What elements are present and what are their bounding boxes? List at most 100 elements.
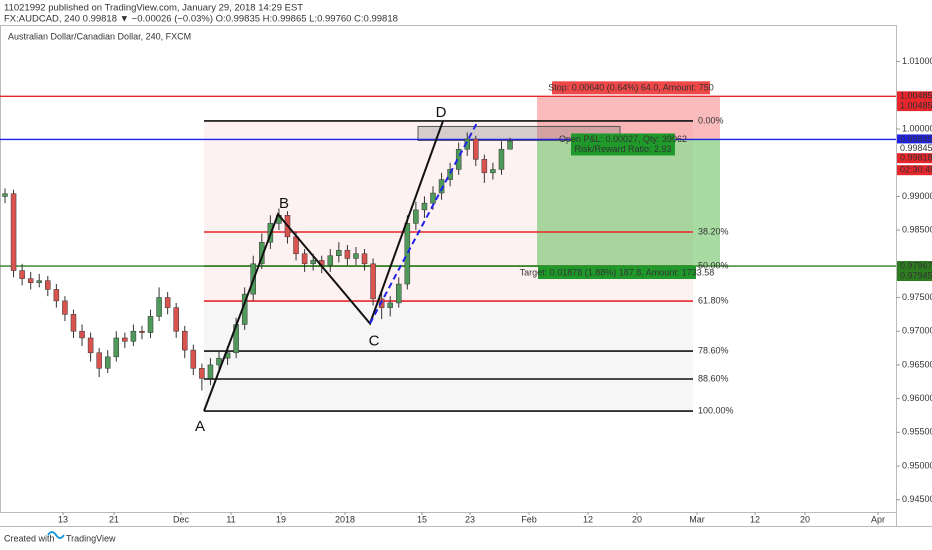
candle-body: [199, 368, 205, 379]
price-label-box: [897, 261, 932, 272]
candle-body: [207, 364, 214, 379]
rr-label: Risk/Reward Ratio: 2.93: [574, 144, 671, 154]
candle-body: [79, 330, 85, 339]
fib-label: 38.20%: [698, 226, 729, 236]
candle-body: [361, 253, 368, 265]
candle-body: [27, 278, 34, 283]
candle-body: [310, 260, 316, 265]
x-tick-label: 15: [417, 514, 427, 524]
target-label-box: [538, 266, 696, 280]
candle-body: [353, 253, 359, 259]
x-tick-label: 21: [109, 514, 119, 524]
x-tick-label: 19: [276, 514, 286, 524]
candle-body: [19, 270, 25, 279]
symbol-line: FX:AUDCAD, 240 0.99818 ▼ −0.00026 (−0.03…: [4, 14, 398, 25]
price-label: 0.99845: [900, 134, 932, 144]
candle-body: [62, 300, 68, 315]
candle-body: [182, 330, 188, 351]
candle-body: [156, 297, 162, 317]
price-label: 0.97967: [900, 260, 932, 270]
y-tick-label: 0.94500: [902, 494, 932, 504]
y-tick-label: 0.95000: [902, 460, 932, 470]
x-tick-label: 20: [800, 514, 810, 524]
pnl-box: [571, 133, 675, 156]
price-label: 1.00485: [900, 100, 932, 110]
logo: [47, 531, 65, 539]
candle-body: [173, 307, 179, 332]
candle-body: [190, 349, 197, 369]
candle-body: [96, 352, 102, 369]
fib-zone: [204, 301, 693, 411]
candle-body: [413, 209, 419, 224]
x-tick-label: 2018: [335, 514, 355, 524]
candle-body: [455, 148, 462, 170]
candle-body: [498, 148, 505, 170]
candle-body: [481, 159, 488, 174]
y-tick-label: 0.99000: [902, 191, 932, 201]
y-tick-label: 1.01000: [902, 56, 932, 66]
candle-body: [2, 193, 8, 197]
candle-body: [344, 250, 351, 259]
x-tick-label: 20: [632, 514, 642, 524]
y-tick-label: 0.98500: [902, 224, 932, 234]
fib-label: 0.00%: [698, 115, 724, 125]
chart-title: Australian Dollar/Canadian Dollar, 240, …: [8, 31, 191, 41]
stop-zone: [537, 96, 720, 140]
x-tick-label: 13: [58, 514, 68, 524]
candle-body: [36, 280, 42, 283]
price-label-box: [897, 91, 932, 102]
pattern-label: D: [436, 104, 447, 121]
fib-label: 61.80%: [698, 295, 729, 305]
candle-body: [216, 357, 222, 366]
x-tick-label: 12: [750, 514, 760, 524]
footer-brand: TradingView: [66, 533, 116, 543]
x-tick-label: Mar: [689, 514, 705, 524]
y-tick-label: 0.95500: [902, 427, 932, 437]
stop-label-box: [552, 81, 710, 95]
price-label: 0.97945: [900, 270, 932, 280]
candle-body: [139, 330, 145, 333]
footer: Created with: [4, 533, 55, 543]
header: 11021992 published on TradingView.com, J…: [4, 3, 303, 14]
candle-body: [404, 223, 411, 285]
projection: [369, 120, 479, 324]
y-tick-label: 0.96500: [902, 359, 932, 369]
price-label: 0.99845: [900, 143, 932, 153]
candle-body: [10, 193, 17, 271]
x-tick-label: 23: [465, 514, 475, 524]
candle-body: [473, 138, 479, 160]
candle-body: [104, 356, 111, 369]
target-zone: [537, 139, 720, 267]
fib-label: 78.60%: [698, 345, 729, 355]
fib-label: 50.00%: [698, 260, 729, 270]
y-tick-label: 0.96000: [902, 393, 932, 403]
candle-body: [507, 140, 513, 150]
price-label: 0.99818: [900, 153, 932, 163]
candle-body: [301, 253, 308, 265]
candle-body: [45, 280, 51, 290]
price-label-box: [897, 143, 932, 154]
candle-body: [53, 289, 60, 302]
candle-body: [147, 316, 154, 333]
x-tick-label: Dec: [173, 514, 190, 524]
candle-body: [421, 202, 428, 211]
price-label: 1.00485: [900, 91, 932, 101]
candle-body: [113, 337, 120, 358]
candle-body: [327, 255, 334, 266]
pnl-label: Open P&L: 0.00027, Qty: 39062: [559, 134, 687, 144]
candle-body: [130, 330, 137, 342]
x-tick-label: Apr: [871, 514, 885, 524]
price-label-box: [897, 271, 932, 282]
candle-body: [387, 302, 393, 308]
candle-body: [396, 283, 402, 304]
candle-body: [490, 169, 496, 174]
target-label: Target: 0.01878 (1.88%) 187.8, Amount: 1…: [520, 267, 715, 277]
price-label-box: [897, 134, 932, 145]
pattern-label: A: [195, 418, 205, 435]
x-tick-label: Feb: [521, 514, 537, 524]
stop-label: Stop: 0.00640 (0.64%) 64.0, Amount: 750: [548, 83, 714, 93]
candle-body: [122, 337, 128, 342]
pattern-label: C: [369, 332, 380, 349]
candle-body: [293, 236, 299, 254]
